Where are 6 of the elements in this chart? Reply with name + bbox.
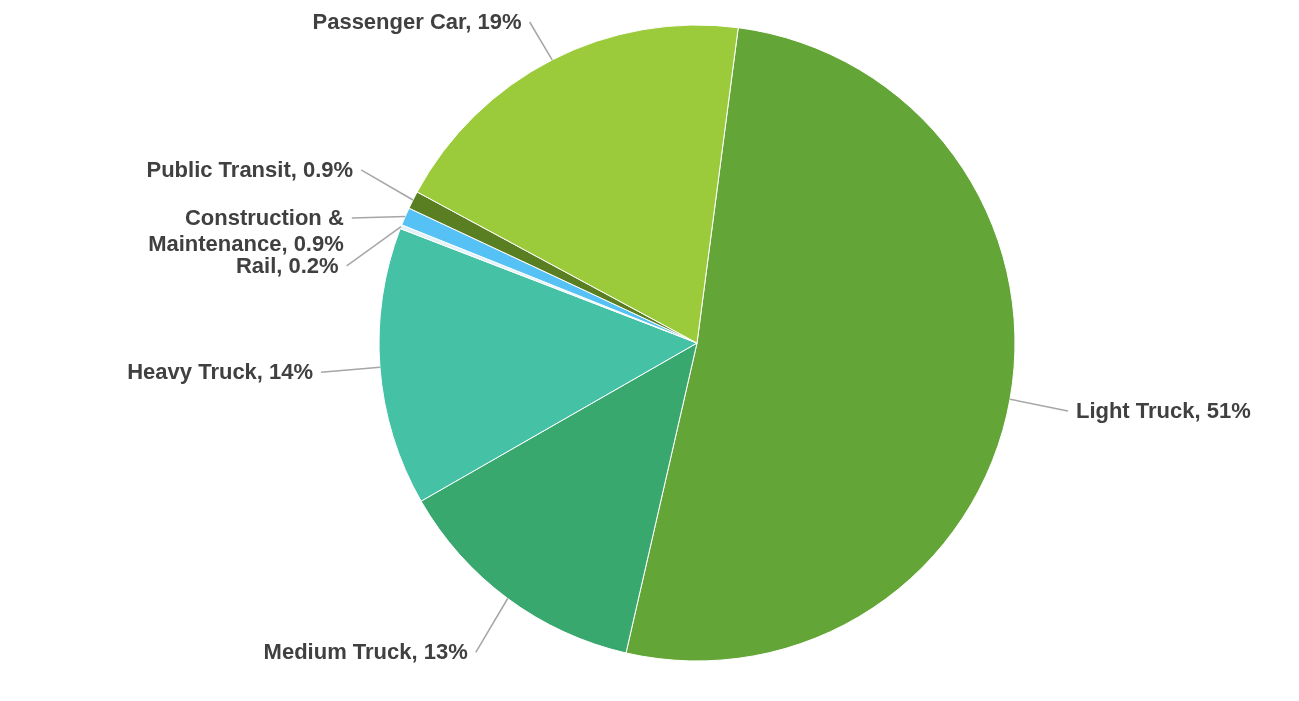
slice-label: Construction & Maintenance, 0.9% [148,204,344,256]
slice-label: Passenger Car, 19% [312,9,522,34]
slice-label: Heavy Truck, 14% [127,359,314,385]
slice-label: Medium Truck, 13% [263,639,468,665]
slice-label: Public Transit, 0.9% [146,156,354,182]
slice-label: Light Truck, 51% [1075,398,1251,424]
